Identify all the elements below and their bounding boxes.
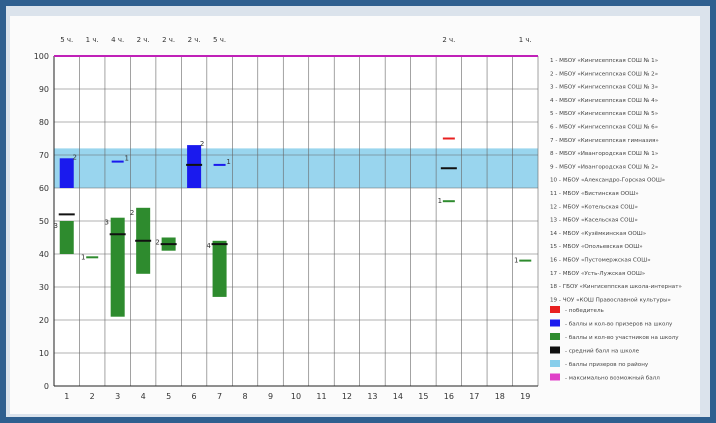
y-tick-label: 70 <box>39 151 49 160</box>
legend-swatch <box>550 333 560 340</box>
x-tick-label: 10 <box>291 392 301 401</box>
x-tick-label: 1 <box>64 392 69 401</box>
x-tick-label: 18 <box>495 392 505 401</box>
school-list-item: 6 - МБОУ «Кингисеппская СОШ № 6» <box>550 125 658 131</box>
y-tick-label: 20 <box>39 316 49 325</box>
legend-label: - баллы и кол-во участников на школу <box>565 335 679 341</box>
school-list-item: 5 - МБОУ «Кингисеппская СОШ № 5» <box>550 111 658 117</box>
count-label: 2 ч. <box>137 36 150 44</box>
count-marker: 4 <box>206 242 211 250</box>
y-tick-label: 0 <box>44 382 49 391</box>
y-tick-label: 50 <box>39 217 49 226</box>
count-label: 2 ч. <box>442 36 455 44</box>
school-list-item: 13 - МБОУ «Касельская СОШ» <box>550 218 638 224</box>
school-list-item: 17 - МБОУ «Усть-Лужская ООШ» <box>550 271 645 277</box>
y-tick-label: 80 <box>39 118 49 127</box>
x-tick-label: 8 <box>243 392 248 401</box>
count-marker: 2 <box>73 153 77 161</box>
legend-label: - максимально возможный балл <box>565 375 660 382</box>
legend-swatch <box>550 319 560 327</box>
count-marker: 1 <box>514 257 518 265</box>
legend-label: - баллы и кол-во призеров на школу <box>565 322 673 328</box>
count-marker: 1 <box>124 155 128 163</box>
x-tick-label: 19 <box>520 392 530 401</box>
legend-label: - средний балл на школе <box>565 348 640 355</box>
x-tick-label: 17 <box>469 392 479 401</box>
school-list-item: 8 - МБОУ «Ивангородская СОШ № 1» <box>550 151 658 157</box>
x-tick-label: 16 <box>444 392 454 401</box>
x-tick-label: 12 <box>342 392 352 401</box>
x-tick-label: 11 <box>316 392 326 401</box>
x-tick-label: 4 <box>141 392 146 401</box>
x-tick-label: 14 <box>393 392 403 401</box>
y-tick-label: 40 <box>39 250 49 259</box>
school-list-item: 15 - МБОУ «Опольевская ООШ» <box>550 244 643 250</box>
count-label: 1 ч. <box>519 36 532 44</box>
school-list-item: 1 - МБОУ «Кингисеппская СОШ № 1» <box>550 58 658 64</box>
count-marker: 1 <box>81 253 85 261</box>
x-tick-label: 3 <box>115 392 120 401</box>
y-tick-label: 90 <box>39 85 49 94</box>
y-tick-label: 100 <box>34 52 49 61</box>
x-tick-label: 9 <box>268 392 273 401</box>
school-list-item: 10 - МБОУ «Александро-Горская ООШ» <box>550 178 665 184</box>
legend-label: - баллы призеров по району <box>565 361 649 368</box>
count-marker: 2 <box>200 140 204 148</box>
count-marker: 3 <box>53 222 57 230</box>
school-list-item: 9 - МБОУ «Ивангородская СОШ № 2» <box>550 164 658 170</box>
count-label: 5 ч. <box>60 36 73 44</box>
x-tick-label: 5 <box>166 392 171 401</box>
school-list-item: 11 - МБОУ «Вистинская ООШ» <box>550 191 639 197</box>
x-tick-label: 13 <box>367 392 377 401</box>
legend-swatch <box>550 360 560 367</box>
participant-range-bar <box>110 217 125 317</box>
school-list-item: 16 - МБОУ «Пустомержская СОШ» <box>550 258 651 264</box>
count-marker: 2 <box>130 209 134 217</box>
chart-panel: 0 10 20 30 40 50 60 70 80 90 100 1 2 3 4 5 6 7 8 9 10 11 12 13 1… <box>10 16 700 414</box>
count-label: 2 ч. <box>188 36 201 44</box>
x-tick-label: 7 <box>217 392 222 401</box>
prize-range-bar <box>187 145 202 188</box>
school-list-item: 3 - МБОУ «Кингисеппская СОШ № 3» <box>550 85 658 91</box>
school-list-item: 19 - ЧОУ «КОШ Православной культуры» <box>550 296 671 303</box>
school-list-item: 7 - МБОУ «Кингисеппская гимназия» <box>550 138 659 144</box>
school-list-item: 14 - МБОУ «Кузёмкинская ООШ» <box>550 231 646 237</box>
school-list-item: 18 - ГБОУ «Кингисеппская школа-интернат» <box>550 284 682 290</box>
y-tick-label: 10 <box>39 349 49 358</box>
participant-range-bar <box>59 221 74 254</box>
count-label: 4 ч. <box>111 36 124 44</box>
count-marker: 1 <box>226 158 230 166</box>
legend-swatch <box>550 306 560 313</box>
y-tick-label: 30 <box>39 283 49 292</box>
school-list-item: 12 - МБОУ «Котельская СОШ» <box>550 204 638 210</box>
count-marker: 3 <box>104 219 108 227</box>
count-label: 2 ч. <box>162 36 175 44</box>
x-tick-label: 6 <box>192 392 197 401</box>
x-tick-label: 15 <box>418 392 428 401</box>
y-tick-label: 60 <box>39 184 49 193</box>
count-label: 1 ч. <box>86 36 99 44</box>
school-list-item: 4 - МБОУ «Кингисеппская СОШ № 4» <box>550 98 658 104</box>
participant-range-bar <box>212 240 227 297</box>
x-tick-label: 2 <box>90 392 95 401</box>
legend-label: - победитель <box>565 308 604 314</box>
prize-range-bar <box>59 158 74 188</box>
count-marker: 1 <box>438 197 442 205</box>
legend-swatch <box>550 346 560 354</box>
legend-swatch <box>550 373 560 381</box>
count-marker: 2 <box>155 239 159 247</box>
school-list-item: 2 - МБОУ «Кингисеппская СОШ № 2» <box>550 71 658 77</box>
count-label: 5 ч. <box>213 36 226 44</box>
